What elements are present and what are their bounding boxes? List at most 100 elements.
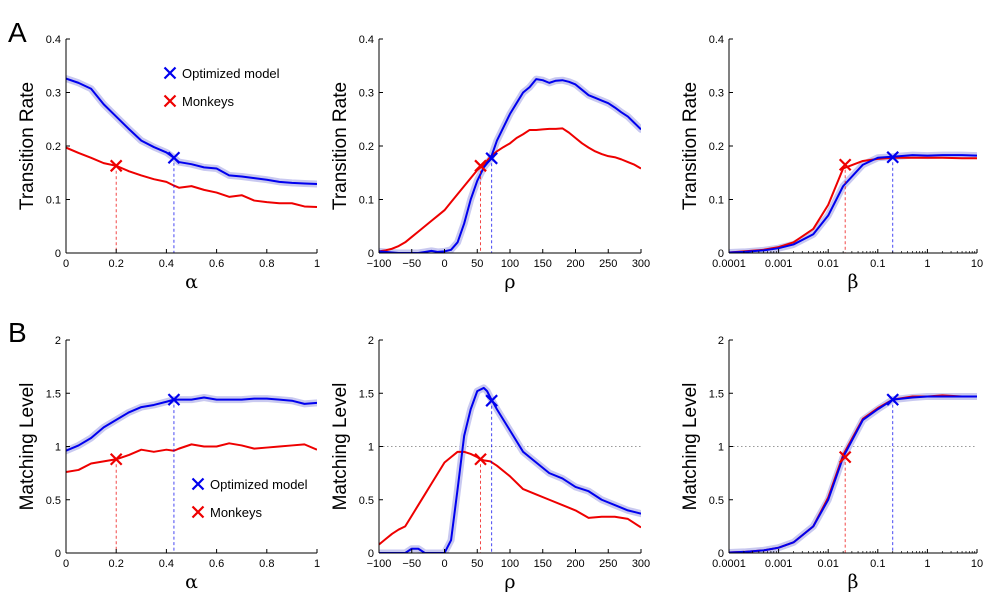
x-tick-label: 0.8 (259, 258, 274, 270)
x-axis-label: α (185, 271, 198, 293)
y-tick-label: 2 (55, 335, 61, 347)
marker-monkeys (109, 159, 123, 173)
y-tick-label: 2 (718, 335, 724, 347)
y-tick-label: 1 (55, 442, 61, 454)
marker-model (167, 151, 181, 165)
x-tick-label: 200 (566, 558, 584, 570)
x-axis-label: α (185, 571, 198, 593)
x-tick-label: 100 (501, 258, 519, 270)
legend-label-monkeys: Monkeys (182, 94, 235, 109)
marker-model (886, 150, 900, 164)
legend-label-monkeys: Monkeys (210, 505, 263, 520)
y-axis-label: Transition Rate (330, 82, 351, 210)
x-tick-label: 150 (534, 558, 552, 570)
marker-monkeys (109, 453, 123, 466)
y-tick-label: 1 (718, 442, 724, 454)
x-tick-label: 1 (924, 558, 930, 570)
marker-model (167, 393, 181, 406)
y-axis-label: Matching Level (330, 383, 351, 511)
error-band-model (379, 75, 641, 253)
legend-marker-model (163, 66, 177, 80)
y-tick-label: 0.3 (46, 88, 61, 100)
plot-area (66, 75, 317, 208)
x-tick-label: 250 (599, 558, 617, 570)
y-tick-label: 1 (368, 442, 374, 454)
y-tick-label: 1.5 (46, 388, 61, 400)
legend-marker-monkeys (191, 505, 205, 519)
x-tick-label: 0.0001 (712, 258, 746, 270)
x-tick-label: 0.01 (817, 558, 838, 570)
y-tick-label: 0.3 (359, 88, 374, 100)
y-tick-label: 0.2 (46, 141, 61, 153)
y-tick-label: 0.2 (359, 141, 374, 153)
error-band-model (379, 384, 641, 553)
x-tick-label: 100 (501, 558, 519, 570)
y-tick-label: 0.4 (46, 34, 61, 46)
series-line-model (729, 154, 977, 253)
series-line-monkeys (379, 127, 641, 253)
legend-label-model: Optimized model (182, 66, 280, 81)
x-tick-label: 0.0001 (712, 558, 746, 570)
series-line-model (66, 77, 317, 185)
x-tick-label: 10 (971, 258, 983, 270)
error-band-model (729, 151, 977, 253)
y-tick-label: 0.1 (46, 195, 61, 207)
y-tick-label: 0 (368, 248, 374, 260)
x-axis-label: ρ (504, 571, 515, 593)
x-tick-label: 0.6 (209, 558, 224, 570)
x-tick-label: 0.4 (159, 558, 174, 570)
x-tick-label: 0 (441, 258, 447, 270)
x-tick-label: 1 (314, 258, 320, 270)
series-line-model (379, 386, 641, 553)
x-tick-label: 0.1 (870, 558, 885, 570)
x-tick-label: 0.2 (109, 558, 124, 570)
y-tick-label: 0.4 (709, 34, 724, 46)
y-tick-label: 1.5 (359, 388, 374, 400)
legend-marker-monkeys (163, 94, 177, 108)
x-tick-label: 150 (534, 258, 552, 270)
x-tick-label: 0 (63, 258, 69, 270)
series-line-monkeys (66, 146, 317, 208)
plot-area (66, 394, 317, 474)
y-tick-label: 0 (55, 248, 61, 260)
y-tick-label: 0.3 (709, 88, 724, 100)
y-axis-label: Transition Rate (680, 82, 701, 210)
y-tick-label: 0 (368, 548, 374, 560)
x-tick-label: 250 (599, 258, 617, 270)
y-tick-label: 0.5 (46, 495, 61, 507)
legend-label-model: Optimized model (210, 477, 308, 492)
x-tick-label: 0.2 (109, 258, 124, 270)
marker-monkeys (838, 158, 852, 172)
error-band-model (66, 394, 317, 455)
legend: Optimized model Monkeys (191, 477, 308, 520)
y-axis-label: Transition Rate (17, 82, 38, 210)
x-tick-label: 1 (924, 258, 930, 270)
marker-model (485, 152, 498, 165)
plot-area (379, 75, 641, 253)
x-tick-label: 300 (632, 558, 650, 570)
panel-letter-b: B (8, 317, 27, 348)
marker-model (886, 393, 900, 406)
marker-monkeys (474, 453, 487, 466)
plot-area (729, 151, 977, 253)
x-tick-label: 1 (314, 558, 320, 570)
y-tick-label: 0.5 (359, 495, 374, 507)
y-tick-label: 0 (55, 548, 61, 560)
x-axis-label: β (848, 571, 859, 593)
y-axis-label: Matching Level (680, 383, 701, 511)
series-line-model (379, 78, 641, 253)
x-tick-label: −50 (402, 258, 421, 270)
x-tick-label: 300 (632, 258, 650, 270)
chart-panel-a2: 0 0.1 0.2 0.3 0.4 −100 −50 0 50 100 150 200 250 300 ρ T… (330, 34, 650, 293)
x-tick-label: −50 (402, 558, 421, 570)
y-tick-label: 2 (368, 335, 374, 347)
panel-letter-a: A (8, 17, 27, 48)
marker-model (485, 394, 498, 407)
legend-marker-model (191, 477, 205, 491)
chart-panel-b2: 0 0.5 1 1.5 2 −100 −50 0 50 100 150 200 250 300 ρ Match… (330, 335, 650, 593)
series-line-model (66, 396, 317, 452)
x-tick-label: 0.6 (209, 258, 224, 270)
y-tick-label: 1.5 (709, 388, 724, 400)
x-tick-label: 0 (441, 558, 447, 570)
